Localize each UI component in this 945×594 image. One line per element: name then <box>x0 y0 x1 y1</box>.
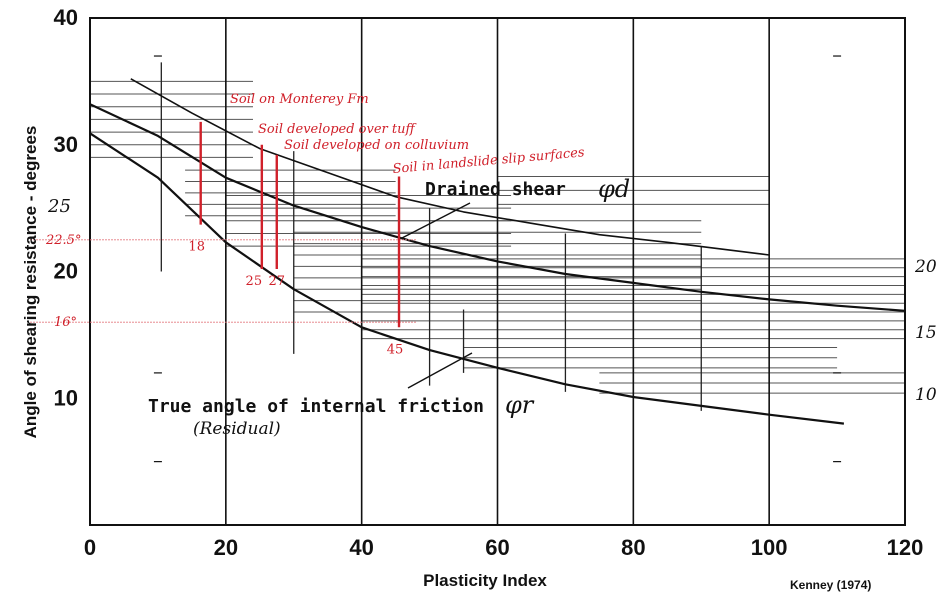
x-axis-label: Plasticity Index <box>423 571 547 590</box>
drained-shear-label: Drained shear <box>425 179 566 200</box>
curves <box>89 78 906 425</box>
left-hand-tick: 16° <box>54 315 77 330</box>
series-line-2 <box>89 103 906 312</box>
x-tick-label: 60 <box>485 535 509 560</box>
right-hand-tick: 10 <box>915 385 937 405</box>
red-marker-label: 45 <box>387 342 404 357</box>
red-marker-label: 18 <box>188 240 205 255</box>
plot-frame <box>89 17 906 526</box>
drained-shear-symbol: φd <box>598 175 630 203</box>
x-tick-label: 120 <box>887 535 924 560</box>
right-handwritten-ticks: 20 15 10 <box>914 257 937 405</box>
right-hand-tick: 20 <box>914 257 937 277</box>
red-note-label: Soil developed over tuff <box>258 122 417 137</box>
y-tick-label: 40 <box>54 5 78 30</box>
chart-grid <box>153 18 842 525</box>
axis-labels: Plasticity Index Angle of shearing resis… <box>21 126 547 590</box>
right-hand-tick: 15 <box>915 323 937 343</box>
residual-label: True angle of internal friction <box>148 396 484 417</box>
red-marker-label: 25 <box>246 274 263 289</box>
left-hand-tick: 22.5° <box>45 233 81 248</box>
red-marker-label: 27 <box>268 274 285 289</box>
x-tick-label: 0 <box>84 535 96 560</box>
source-credit: Kenney (1974) <box>790 578 871 592</box>
y-axis-label: Angle of shearing resistance - degrees <box>21 126 40 439</box>
residual-symbol: φr <box>505 391 535 419</box>
curve-labels: Drained shear φd True angle of internal … <box>148 175 630 439</box>
residual-sublabel: (Residual) <box>193 419 281 439</box>
x-tick-label: 80 <box>621 535 645 560</box>
left-hand-tick: 25 <box>47 196 71 217</box>
x-tick-label: 20 <box>214 535 238 560</box>
drained-shear-leader <box>401 202 471 239</box>
x-tick-labels: 0 20 40 60 80 100 120 <box>84 535 923 560</box>
y-tick-label: 20 <box>54 259 78 284</box>
y-tick-label: 10 <box>54 385 78 410</box>
left-handwritten-ticks: 25 22.5° 16° <box>45 196 81 330</box>
x-tick-label: 100 <box>751 535 788 560</box>
x-tick-label: 40 <box>349 535 373 560</box>
series-line-1 <box>130 78 770 256</box>
y-tick-labels: 10 20 30 40 <box>54 5 78 410</box>
y-tick-label: 30 <box>54 132 78 157</box>
red-note-label: Soil developed on colluvium <box>284 138 469 153</box>
red-note-label: Soil on Monterey Fm <box>230 92 369 107</box>
series-line-3 <box>89 132 845 425</box>
residual-leader <box>407 352 473 389</box>
